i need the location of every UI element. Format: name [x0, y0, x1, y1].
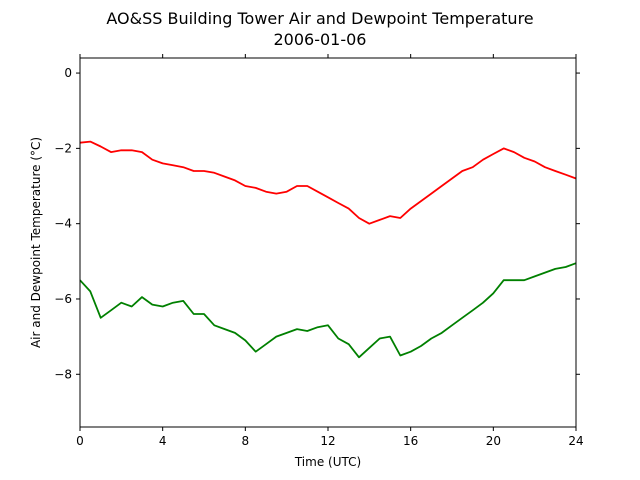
chart-title: AO&SS Building Tower Air and Dewpoint Te…	[106, 9, 533, 28]
x-tick-label: 16	[403, 434, 418, 448]
x-axis-label: Time (UTC)	[294, 455, 361, 469]
x-tick-label: 24	[568, 434, 583, 448]
series-line-0	[79, 140, 577, 225]
x-tick-label: 0	[76, 434, 84, 448]
chart-subtitle: 2006-01-06	[274, 30, 367, 49]
y-tick-label: −4	[54, 217, 72, 231]
series-line-1	[79, 262, 577, 359]
x-tick-label: 8	[242, 434, 250, 448]
x-tick-label: 4	[159, 434, 167, 448]
plot-frame	[79, 57, 577, 428]
y-tick-label: −6	[54, 292, 72, 306]
y-tick-label: 0	[64, 66, 72, 80]
series-layer	[79, 140, 577, 359]
y-tick-label: −8	[54, 367, 72, 381]
tick-layer: 0 4 8 12 16 20 24 0 −2 −4 −6 −8	[54, 54, 584, 448]
x-tick-label: 20	[486, 434, 501, 448]
y-axis-label: Air and Dewpoint Temperature (°C)	[29, 137, 43, 348]
x-tick-label: 12	[320, 434, 335, 448]
y-tick-label: −2	[54, 141, 72, 155]
